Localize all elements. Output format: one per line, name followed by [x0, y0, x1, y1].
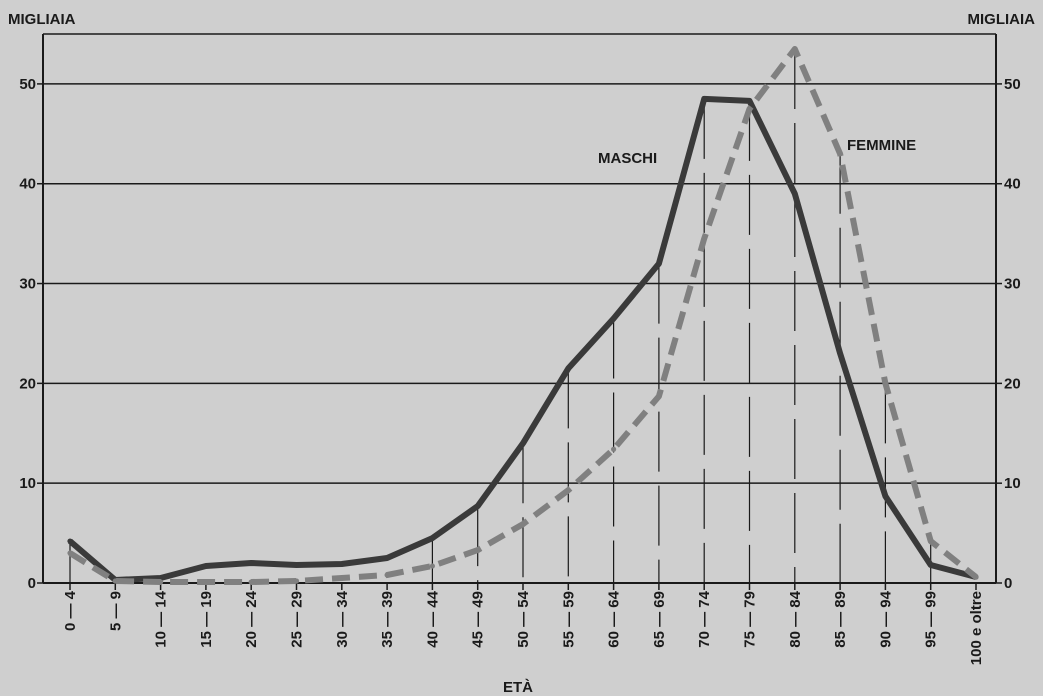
- x-tick-label-20: 100 e oltre: [968, 591, 985, 665]
- series-point-femmine-2: [158, 579, 164, 585]
- x-ticks: 0 — 4 5 — 9 10 — 14 15 — 19 20 — 24 25 — 29 30…: [62, 583, 985, 665]
- x-tick-label-0: 0 — 4: [62, 590, 79, 631]
- x-tick-label-16: 80 — 84: [787, 590, 804, 647]
- y-tick-left-10: 10: [19, 475, 36, 492]
- series-point-maschi-15: [746, 98, 753, 104]
- series-layer: [67, 46, 979, 585]
- series-point-maschi-10: [520, 440, 526, 446]
- series-point-femmine-6: [339, 575, 345, 581]
- category-guide-lines: [69, 48, 932, 583]
- y-tick-right-0: 0: [1004, 575, 1012, 592]
- series-label-femmine: FEMMINE: [847, 137, 916, 154]
- x-tick-label-8: 40 — 44: [424, 590, 441, 647]
- series-point-femmine-11: [565, 487, 571, 493]
- x-tick-label-14: 70 — 74: [696, 590, 713, 647]
- axes: [42, 33, 997, 584]
- series-point-femmine-13: [656, 393, 662, 399]
- series-point-femmine-17: [837, 151, 843, 157]
- x-tick-label-19: 95 — 99: [923, 591, 940, 648]
- series-point-maschi-14: [701, 96, 707, 102]
- x-tick-label-12: 60 — 64: [606, 590, 623, 647]
- y-tick-left-40: 40: [19, 176, 36, 193]
- series-point-maschi-19: [928, 562, 934, 568]
- y-tick-left-50: 50: [19, 76, 36, 93]
- y-tick-left-0: 0: [28, 575, 36, 592]
- series-point-maschi-6: [339, 561, 345, 567]
- series-point-femmine-15: [746, 106, 753, 112]
- series-point-femmine-20: [973, 574, 979, 580]
- right-y-ticks: 0 10 20 30 40 50: [996, 76, 1021, 592]
- y-tick-right-20: 20: [1004, 375, 1021, 392]
- series-point-maschi-11: [565, 365, 571, 371]
- series-point-maschi-13: [656, 260, 662, 267]
- x-tick-label-3: 15 — 19: [198, 591, 215, 648]
- y-tick-right-10: 10: [1004, 475, 1021, 492]
- x-tick-label-1: 5 — 9: [107, 591, 124, 631]
- series-point-maschi-5: [293, 562, 300, 568]
- series-point-maschi-0: [67, 538, 73, 544]
- y-tick-left-30: 30: [19, 276, 36, 293]
- x-tick-label-7: 35 — 39: [379, 591, 396, 648]
- series-point-maschi-12: [611, 315, 617, 322]
- series-point-femmine-3: [203, 579, 209, 585]
- series-point-maschi-7: [384, 555, 390, 561]
- x-tick-label-11: 55 — 59: [560, 591, 577, 648]
- y-tick-right-30: 30: [1004, 276, 1021, 293]
- series-point-maschi-4: [248, 560, 254, 566]
- series-point-femmine-12: [611, 446, 617, 452]
- x-tick-label-4: 20 — 24: [243, 590, 260, 647]
- series-point-femmine-19: [928, 538, 934, 544]
- x-tick-label-15: 75 — 79: [742, 591, 759, 648]
- x-tick-label-2: 10 — 14: [153, 590, 170, 647]
- series-point-femmine-1: [112, 578, 118, 584]
- series-point-maschi-16: [792, 191, 798, 197]
- left-axis-unit-label: MIGLIAIA: [8, 11, 76, 28]
- x-tick-label-5: 25 — 29: [289, 591, 306, 648]
- series-point-maschi-3: [203, 563, 209, 569]
- y-tick-right-50: 50: [1004, 76, 1021, 93]
- x-axis-title: ETÀ: [503, 679, 533, 696]
- x-tick-label-9: 45 — 49: [470, 591, 487, 648]
- series-point-maschi-17: [837, 350, 843, 357]
- series-point-femmine-4: [248, 579, 254, 585]
- x-tick-label-18: 90 — 94: [877, 590, 894, 647]
- left-y-ticks: 0 10 20 30 40 50: [19, 76, 43, 592]
- x-tick-label-17: 85 — 89: [832, 591, 849, 648]
- series-point-femmine-10: [520, 521, 526, 527]
- y-tick-right-40: 40: [1004, 176, 1021, 193]
- x-tick-label-10: 50 — 54: [515, 590, 532, 647]
- series-point-femmine-14: [701, 236, 707, 242]
- series-point-maschi-8: [429, 535, 435, 541]
- series-point-femmine-18: [882, 380, 889, 386]
- grid-lines: [43, 83, 996, 484]
- series-point-femmine-5: [293, 578, 300, 584]
- series-point-maschi-9: [475, 503, 481, 509]
- series-point-femmine-9: [475, 547, 481, 553]
- x-tick-label-6: 30 — 34: [334, 590, 351, 647]
- y-tick-left-20: 20: [19, 375, 36, 392]
- x-tick-label-13: 65 — 69: [651, 591, 668, 648]
- series-label-maschi: MASCHI: [598, 150, 657, 167]
- series-point-femmine-16: [792, 46, 798, 52]
- right-axis-unit-label: MIGLIAIA: [968, 11, 1036, 28]
- series-point-femmine-0: [67, 550, 73, 556]
- series-point-maschi-18: [882, 493, 889, 499]
- series-point-femmine-8: [429, 563, 435, 569]
- series-point-femmine-7: [384, 572, 390, 578]
